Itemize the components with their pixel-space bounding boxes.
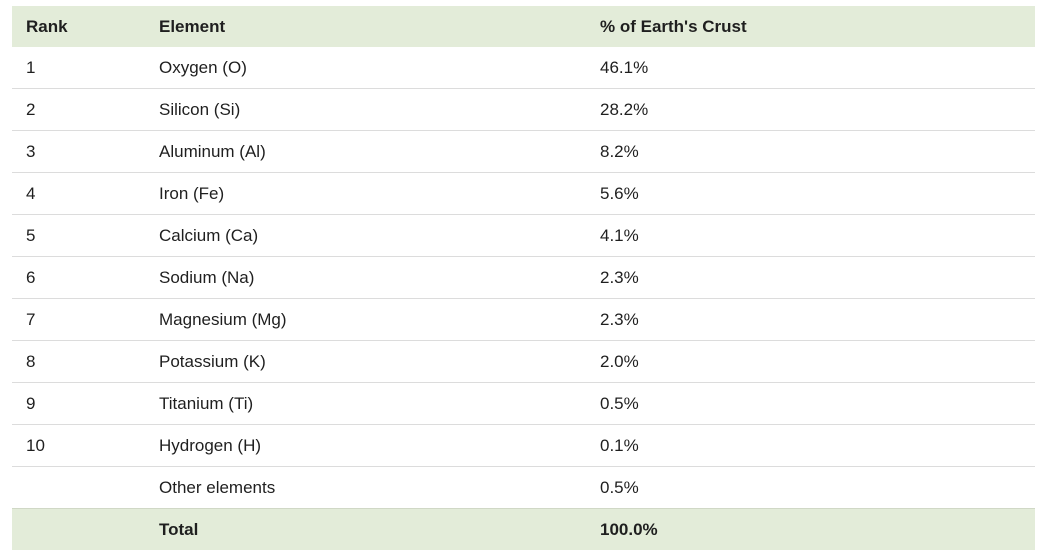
table-header: Rank Element % of Earth's Crust xyxy=(12,6,1035,47)
rank-cell: 7 xyxy=(12,298,145,341)
table-footer: Total 100.0% xyxy=(12,508,1035,550)
header-element: Element xyxy=(159,16,226,36)
rank-cell: 4 xyxy=(12,172,145,215)
percent-cell: 5.6% xyxy=(586,172,1035,215)
element-cell: Other elements xyxy=(145,466,586,509)
percent-cell: 0.1% xyxy=(586,424,1035,467)
percent-cell: 2.0% xyxy=(586,340,1035,383)
table-row: 8 Potassium (K) 2.0% xyxy=(12,340,1035,383)
element-cell: Iron (Fe) xyxy=(145,172,586,215)
header-row: Rank Element % of Earth's Crust xyxy=(12,6,1035,47)
table-row: 3 Aluminum (Al) 8.2% xyxy=(12,130,1035,173)
element-cell: Potassium (K) xyxy=(145,340,586,383)
header-rank: Rank xyxy=(26,16,68,36)
crust-elements-table-container: Rank Element % of Earth's Crust 1 Oxygen… xyxy=(12,6,1035,550)
element-cell: Sodium (Na) xyxy=(145,256,586,299)
total-percent: 100.0% xyxy=(586,508,1035,550)
table-row: 9 Titanium (Ti) 0.5% xyxy=(12,382,1035,425)
element-cell: Hydrogen (H) xyxy=(145,424,586,467)
rank-cell: 2 xyxy=(12,88,145,131)
percent-cell: 28.2% xyxy=(586,88,1035,131)
table-row: 5 Calcium (Ca) 4.1% xyxy=(12,214,1035,257)
total-rank-cell xyxy=(12,508,145,550)
header-percent: % of Earth's Crust xyxy=(600,16,747,36)
element-cell: Silicon (Si) xyxy=(145,88,586,131)
element-cell: Oxygen (O) xyxy=(159,57,247,77)
total-row: Total 100.0% xyxy=(12,508,1035,550)
element-cell: Calcium (Ca) xyxy=(145,214,586,257)
total-label: Total xyxy=(145,508,586,550)
element-cell: Magnesium (Mg) xyxy=(145,298,586,341)
table-row: 6 Sodium (Na) 2.3% xyxy=(12,256,1035,299)
table-row: 4 Iron (Fe) 5.6% xyxy=(12,172,1035,215)
percent-cell: 2.3% xyxy=(586,298,1035,341)
element-cell: Titanium (Ti) xyxy=(145,382,586,425)
table-body: 1 Oxygen (O) 46.1% 2 Silicon (Si) 28.2% … xyxy=(12,47,1035,509)
percent-cell: 0.5% xyxy=(586,382,1035,425)
percent-cell: 8.2% xyxy=(586,130,1035,173)
rank-cell xyxy=(12,466,145,509)
table-row: Other elements 0.5% xyxy=(12,466,1035,509)
rank-cell: 5 xyxy=(12,214,145,257)
crust-elements-table: Rank Element % of Earth's Crust 1 Oxygen… xyxy=(12,6,1035,550)
table-row: 2 Silicon (Si) 28.2% xyxy=(12,88,1035,131)
rank-cell: 6 xyxy=(12,256,145,299)
percent-cell: 46.1% xyxy=(600,57,649,77)
table-row: 7 Magnesium (Mg) 2.3% xyxy=(12,298,1035,341)
table-row: 1 Oxygen (O) 46.1% xyxy=(12,47,1035,89)
percent-cell: 2.3% xyxy=(586,256,1035,299)
rank-cell: 10 xyxy=(12,424,145,467)
rank-cell: 1 xyxy=(26,57,36,77)
element-cell: Aluminum (Al) xyxy=(145,130,586,173)
rank-cell: 3 xyxy=(12,130,145,173)
rank-cell: 9 xyxy=(12,382,145,425)
rank-cell: 8 xyxy=(12,340,145,383)
percent-cell: 4.1% xyxy=(586,214,1035,257)
percent-cell: 0.5% xyxy=(586,466,1035,509)
table-row: 10 Hydrogen (H) 0.1% xyxy=(12,424,1035,467)
